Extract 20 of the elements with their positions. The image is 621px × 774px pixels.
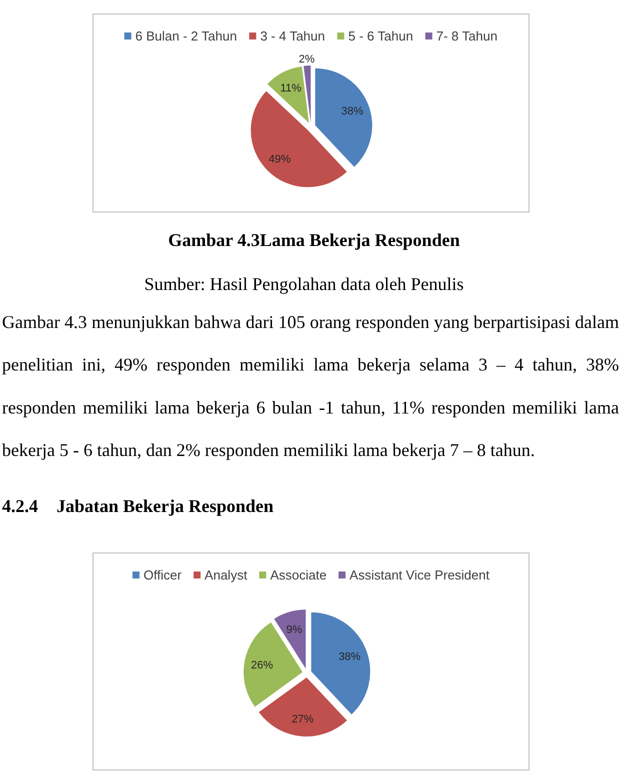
legend-label: Assistant Vice President — [350, 568, 490, 582]
text: Gambar 4.3Lama Bekerja Responden — [168, 230, 460, 250]
data-label: 38% — [341, 106, 364, 118]
legend-label: 7- 8 Tahun — [436, 28, 498, 44]
legend-label: Officer — [144, 568, 182, 582]
chart-title: 4.2.4 Jabatan Bekerja Responden — [2, 496, 274, 516]
legend-label: 6 Bulan - 2 Tahun — [135, 28, 237, 44]
data-label: 27% — [292, 714, 314, 726]
data-label: 9% — [286, 624, 302, 636]
data-label: 11% — [280, 82, 302, 94]
legend-label: Associate — [270, 568, 327, 582]
text: Sumber: Hasil Pengolahan data oleh Penulis — [144, 274, 464, 294]
data-label: 26% — [250, 659, 274, 672]
data-label: 38% — [338, 651, 361, 664]
data-label: 2% — [298, 54, 315, 66]
legend-label: Analyst — [204, 568, 248, 582]
legend-label: 3 - 4 Tahun — [260, 28, 326, 44]
legend-label: 5 - 6 Tahun — [348, 28, 414, 44]
text: Gambar 4.3 menunjukkan bahwa dari 105 orang responden yang berpartisipasi dalam penelitian ini, 49% responden memiliki lama bekerja selama 3 – 4 tahun, 38% responden memiliki lama bekerja 6 bulan -1 tahun, 11% responden memiliki lama bekerja 5 - 6 tahun, dan 2% responden memiliki lama bekerja 7 – 8 tahun. — [2, 312, 619, 460]
data-label: 49% — [268, 153, 291, 166]
